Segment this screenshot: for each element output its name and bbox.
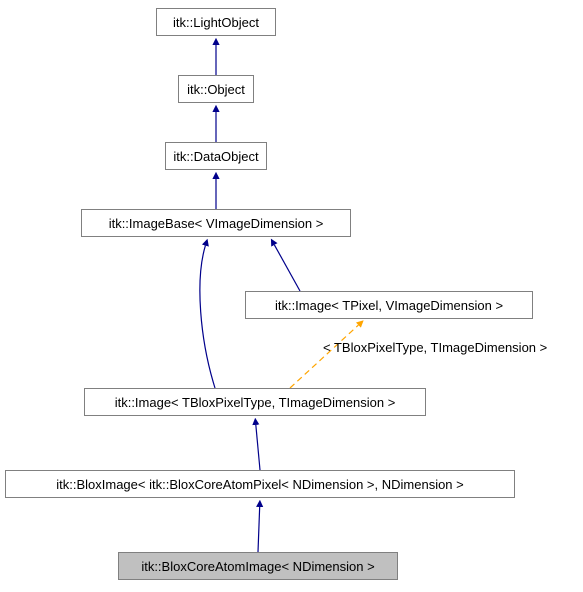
node-image-tblox[interactable]: itk::Image< TBloxPixelType, TImageDimens… [84, 388, 426, 416]
diagram-canvas: itk::LightObjectitk::Objectitk::DataObje… [0, 0, 583, 592]
node-label: itk::Image< TPixel, VImageDimension > [275, 298, 503, 313]
node-image-base[interactable]: itk::ImageBase< VImageDimension > [81, 209, 351, 237]
node-data-object[interactable]: itk::DataObject [165, 142, 267, 170]
node-label: itk::BloxImage< itk::BloxCoreAtomPixel< … [56, 477, 464, 492]
node-object[interactable]: itk::Object [178, 75, 254, 103]
node-label: itk::BloxCoreAtomImage< NDimension > [141, 559, 374, 574]
node-label: itk::Image< TBloxPixelType, TImageDimens… [115, 395, 396, 410]
edge-blox-image-to-image-tblox [256, 425, 260, 470]
edge-image-tblox-to-image-base [200, 246, 215, 388]
node-label: itk::LightObject [173, 15, 259, 30]
edge-image-tblox-to-image-tpixel [290, 325, 358, 388]
template-param-label: < TBloxPixelType, TImageDimension > [323, 340, 547, 355]
node-label: itk::DataObject [173, 149, 258, 164]
edge-image-tpixel-to-image-base [274, 245, 300, 291]
node-label: itk::ImageBase< VImageDimension > [109, 216, 324, 231]
node-light-object[interactable]: itk::LightObject [156, 8, 276, 36]
edge-blox-core-atom-image-to-blox-image [258, 507, 260, 552]
node-image-tpixel[interactable]: itk::Image< TPixel, VImageDimension > [245, 291, 533, 319]
node-blox-core-atom-image[interactable]: itk::BloxCoreAtomImage< NDimension > [118, 552, 398, 580]
node-blox-image[interactable]: itk::BloxImage< itk::BloxCoreAtomPixel< … [5, 470, 515, 498]
node-label: itk::Object [187, 82, 245, 97]
